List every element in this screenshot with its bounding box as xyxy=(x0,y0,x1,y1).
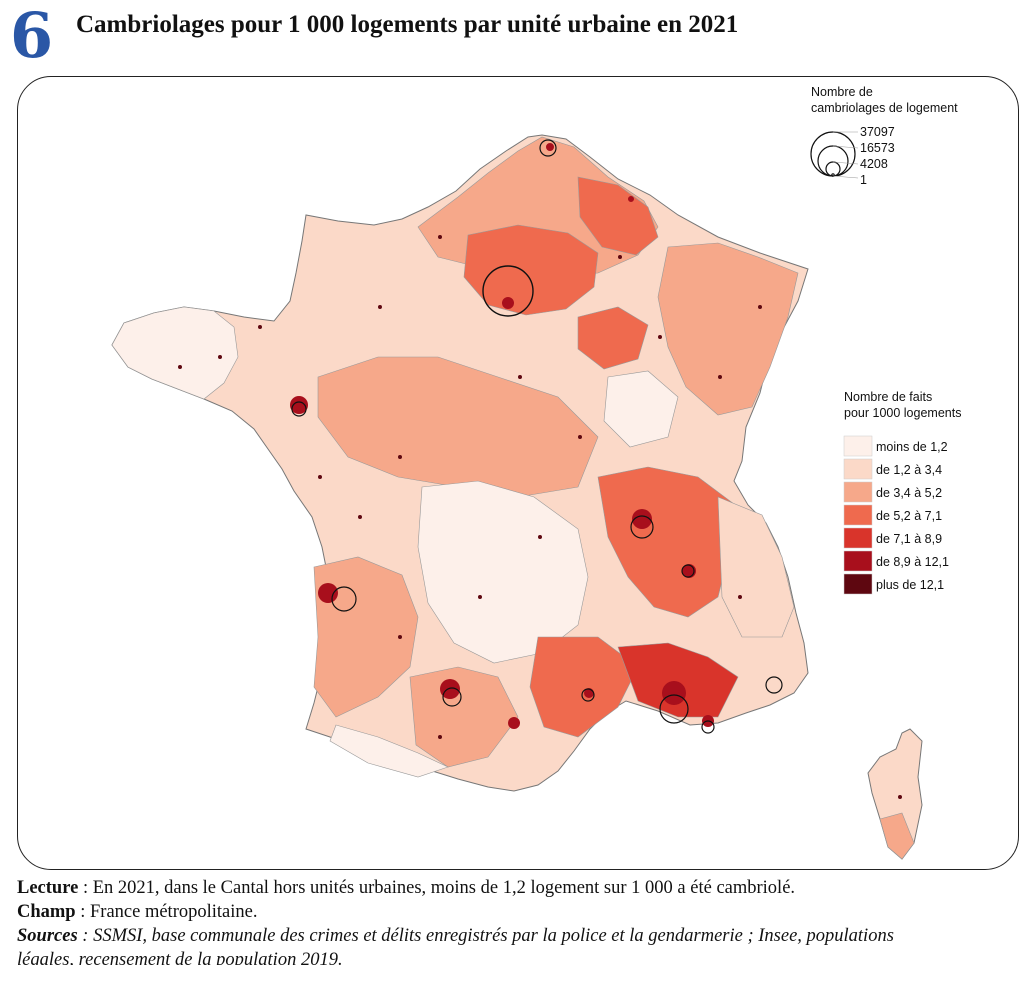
zone-rhone-alpes xyxy=(597,466,739,618)
circle-toulon xyxy=(701,720,715,734)
champ-note: Champ : France métropolitaine. xyxy=(17,900,1022,924)
corsica-south-zone xyxy=(879,812,915,860)
size-legend-value-4: 1 xyxy=(860,173,867,187)
zone-southwest xyxy=(313,556,419,718)
size-legend-circle-1 xyxy=(810,131,856,177)
legend-label-1: de 1,2 à 3,4 xyxy=(876,463,942,477)
circle-lille xyxy=(539,139,557,157)
size-legend-title-1: Nombre de xyxy=(811,85,873,99)
color-legend-title-1: Nombre de faits xyxy=(844,390,932,404)
size-legend-value-2: 16573 xyxy=(860,141,895,155)
zone-midi xyxy=(409,666,519,768)
champ-text: : France métropolitaine. xyxy=(75,902,258,922)
legend-swatch-6 xyxy=(843,573,873,595)
figure-number: 6 xyxy=(10,0,54,72)
size-legend-circle-2 xyxy=(817,145,849,177)
zone-east xyxy=(657,242,799,416)
zone-provence xyxy=(617,642,739,718)
zone-paris-region xyxy=(463,224,599,316)
sources-note-line2: légales, recensement de la population 20… xyxy=(17,948,1022,965)
zone-languedoc xyxy=(529,636,639,738)
sources-text-2: légales, recensement de la population 20… xyxy=(17,950,343,965)
zone-centre xyxy=(317,356,599,498)
legend-swatch-4 xyxy=(843,527,873,549)
sources-text-1: : SSMSI, base communale des crimes et dé… xyxy=(77,926,894,946)
legend-swatch-2 xyxy=(843,481,873,503)
legend-label-4: de 7,1 à 8,9 xyxy=(876,532,942,546)
zone-northeast xyxy=(577,176,659,256)
lecture-text: : En 2021, dans le Cantal hors unités ur… xyxy=(78,878,796,898)
zone-champagne xyxy=(577,306,649,370)
lecture-label: Lecture xyxy=(17,878,79,898)
legend-label-2: de 3,4 à 5,2 xyxy=(876,486,942,500)
circle-bordeaux xyxy=(331,586,357,612)
circle-lyon xyxy=(630,515,654,539)
zone-alps xyxy=(717,496,795,638)
zone-brittany-light xyxy=(111,306,239,400)
legend-label-5: de 8,9 à 12,1 xyxy=(876,555,949,569)
sources-label: Sources xyxy=(17,926,78,946)
urban-unit-dots-small xyxy=(178,235,902,799)
france-map: Nombre de cambriolages de logement 37097… xyxy=(111,85,961,860)
zone-pyrenees-light xyxy=(329,724,449,778)
sources-note: Sources : SSMSI, base communale des crim… xyxy=(17,924,1022,948)
map-frame: Nombre de cambriolages de logement 37097… xyxy=(17,76,1019,870)
legend-swatch-5 xyxy=(843,550,873,572)
legend-label-0: moins de 1,2 xyxy=(876,440,948,454)
champ-label: Champ xyxy=(17,902,76,922)
figure-title: Cambriolages pour 1 000 logements par un… xyxy=(76,11,739,38)
lecture-note: Lecture : En 2021, dans le Cantal hors u… xyxy=(17,876,1022,900)
circle-montpellier xyxy=(581,688,595,702)
circle-marseille xyxy=(659,694,689,724)
circle-nice xyxy=(765,676,783,694)
size-legend-title-2: cambriolages de logement xyxy=(811,101,958,115)
circle-grenoble xyxy=(681,564,695,578)
size-legend-value-1: 37097 xyxy=(860,125,895,139)
color-legend: moins de 1,2 de 1,2 à 3,4 de 3,4 à 5,2 d… xyxy=(843,435,949,595)
circle-toulouse xyxy=(442,687,462,707)
zone-lorraine-light xyxy=(603,370,679,448)
circle-nantes xyxy=(291,401,307,417)
legend-label-6: plus de 12,1 xyxy=(876,578,944,592)
legend-label-3: de 5,2 à 7,1 xyxy=(876,509,942,523)
size-legend-value-3: 4208 xyxy=(860,157,888,171)
circle-paris xyxy=(482,265,534,317)
legend-swatch-0 xyxy=(843,435,873,457)
legend-swatch-3 xyxy=(843,504,873,526)
color-legend-title-2: pour 1000 logements xyxy=(844,406,961,420)
legend-swatch-1 xyxy=(843,458,873,480)
figure-notes: Lecture : En 2021, dans le Cantal hors u… xyxy=(17,876,1022,965)
